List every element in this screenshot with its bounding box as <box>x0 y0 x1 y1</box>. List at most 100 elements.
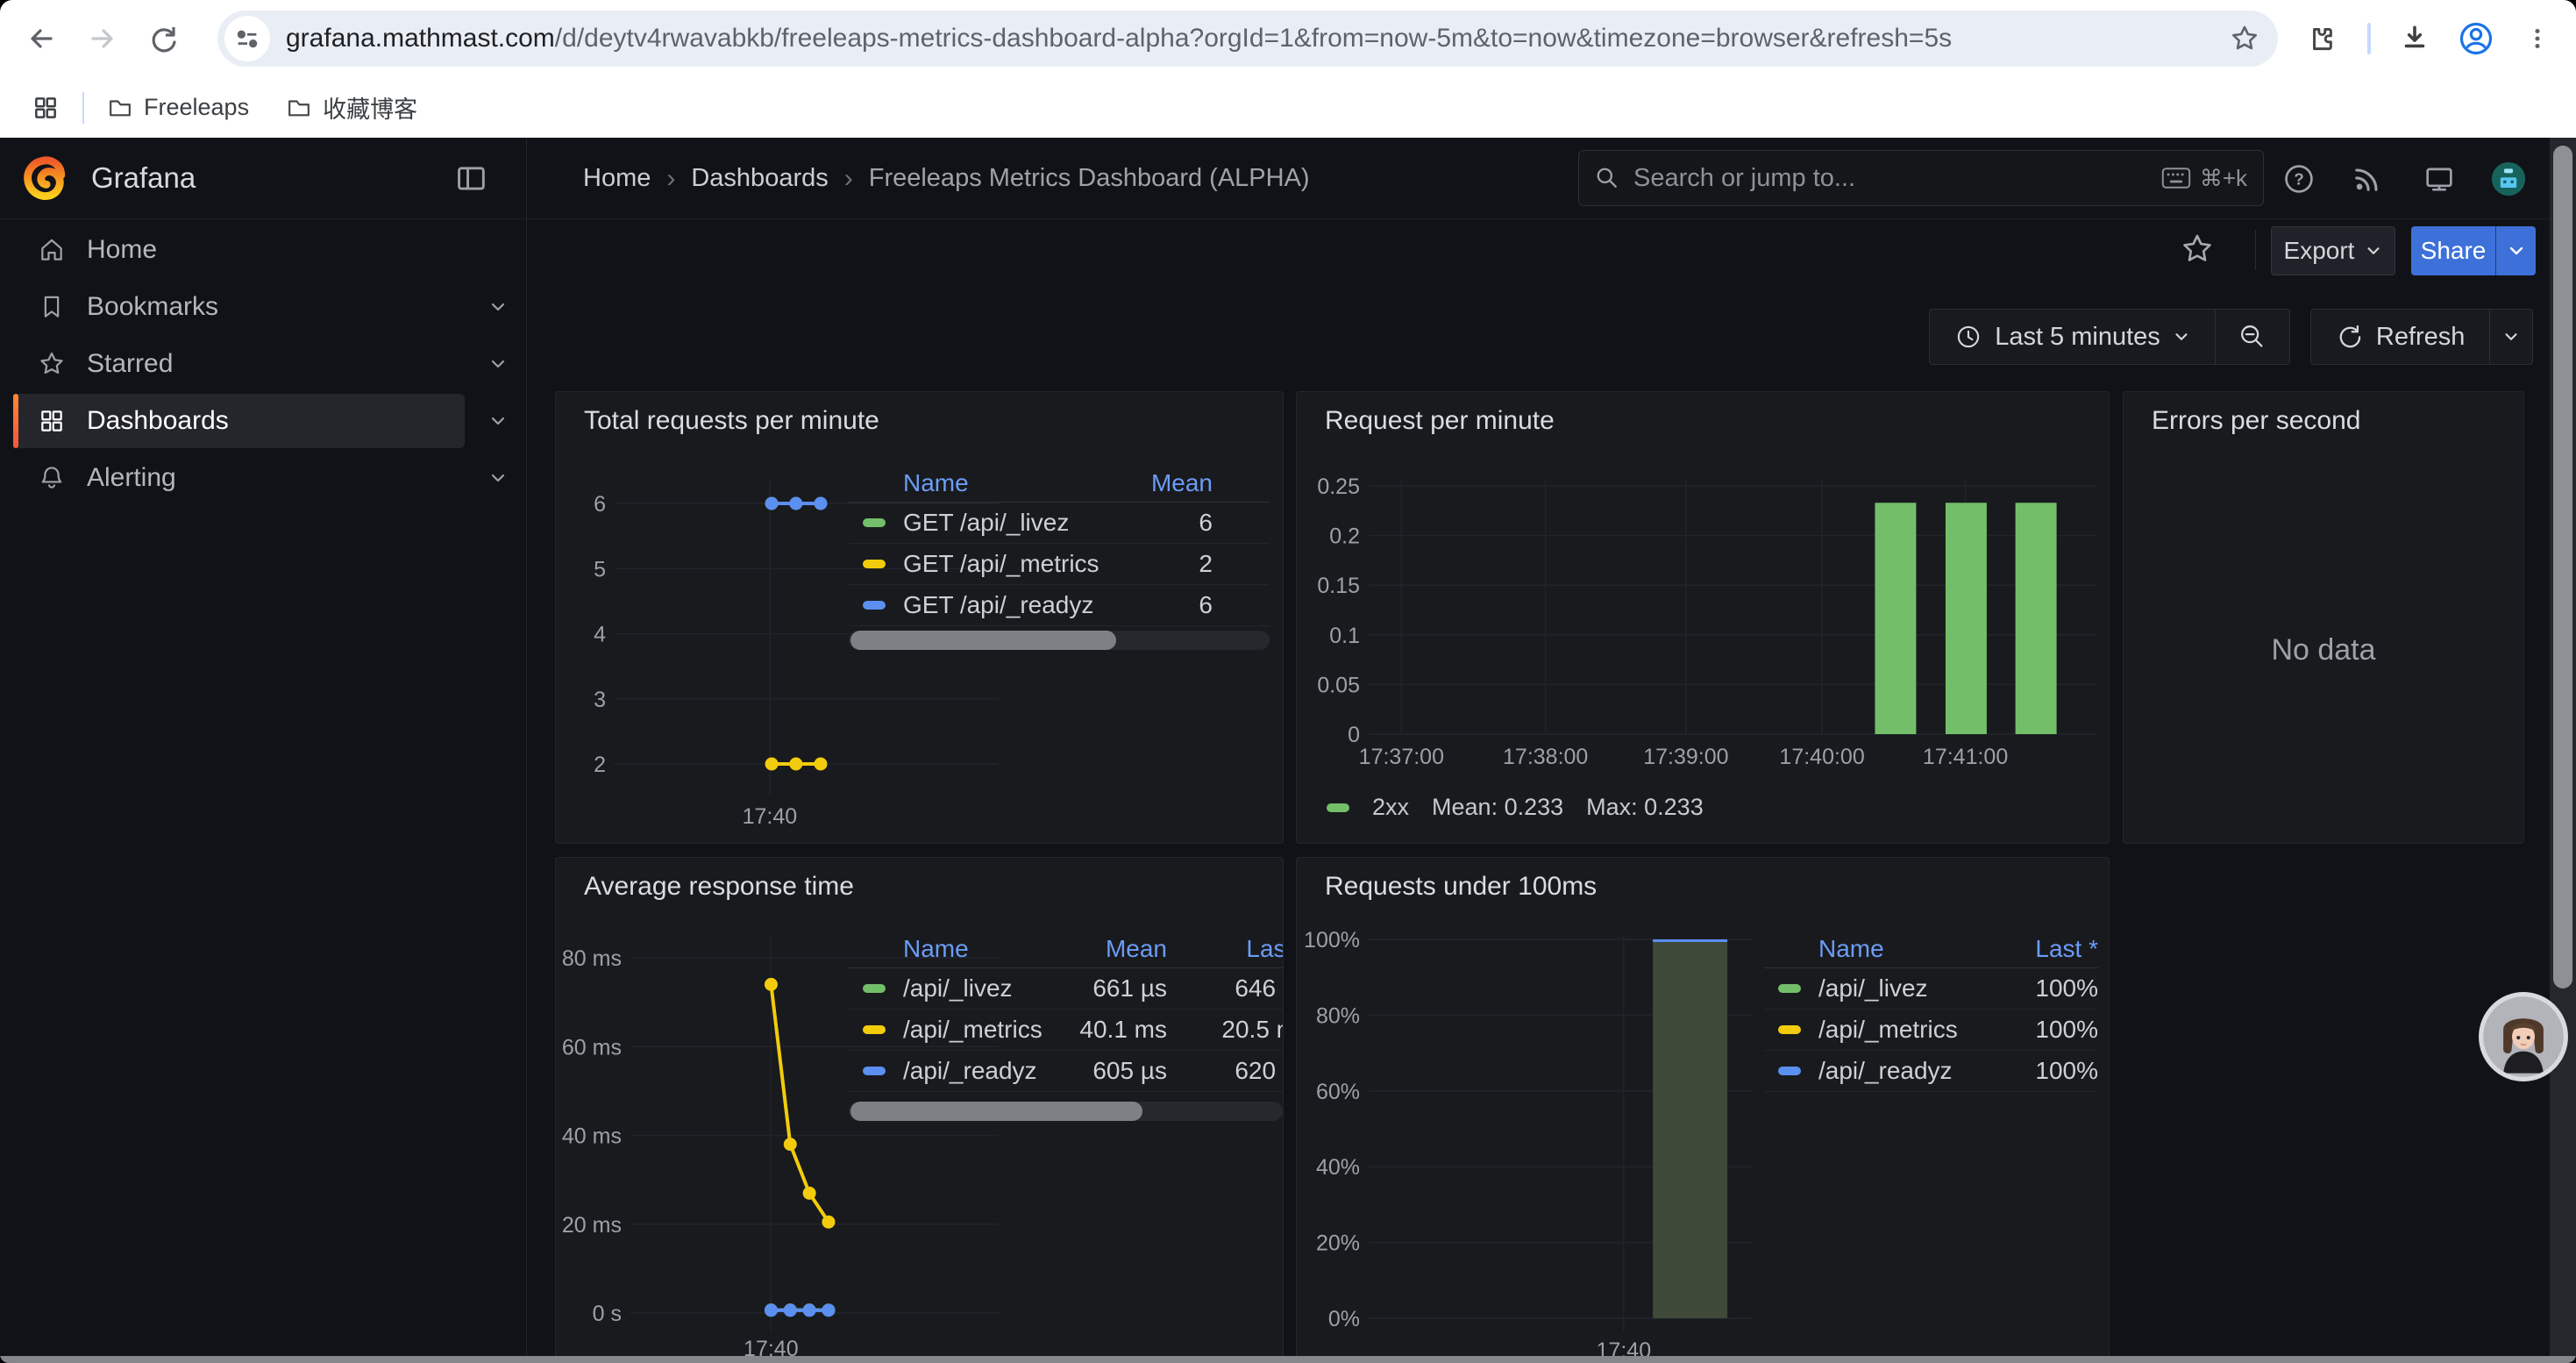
sidebar-item-label: Dashboards <box>87 406 229 436</box>
legend-h-scrollbar[interactable] <box>849 631 1270 650</box>
keyboard-icon <box>2161 167 2191 189</box>
extensions-button[interactable] <box>2295 12 2348 65</box>
panel-title[interactable]: Request per minute <box>1325 406 1555 436</box>
legend-value: 646 µs <box>1167 968 1283 1010</box>
favorite-dashboard-button[interactable] <box>2174 231 2220 268</box>
bookmark-star-icon[interactable] <box>2229 23 2260 54</box>
download-icon <box>2407 27 2423 46</box>
sidebar-expand-alerting[interactable] <box>480 451 516 505</box>
refresh-interval-dropdown[interactable] <box>2489 310 2532 364</box>
sidebar-item-dashboards[interactable]: Dashboards <box>13 394 465 448</box>
sidebar: Grafana Home Bookmarks Starred Dashboards Al… <box>0 138 527 1356</box>
forward-button[interactable] <box>76 12 129 65</box>
svg-text:17:40: 17:40 <box>1597 1338 1652 1356</box>
sidebar-item-label: Bookmarks <box>87 292 218 322</box>
legend-series-name[interactable]: /api/_readyz <box>849 1051 1068 1092</box>
panel-title[interactable]: Errors per second <box>2152 406 2360 436</box>
legend-series-name[interactable]: GET /api/_livez <box>849 503 1123 544</box>
user-avatar[interactable] <box>2486 156 2531 202</box>
breadcrumb-home[interactable]: Home <box>583 164 651 193</box>
series-color-swatch <box>863 560 886 568</box>
legend-column-header[interactable]: Last * <box>1167 931 1283 968</box>
legend-h-scrollbar-thumb[interactable] <box>850 631 1116 650</box>
svg-text:100%: 100% <box>1304 928 1360 953</box>
bookmark-folder[interactable]: Freeleaps <box>95 83 261 132</box>
legend-series-name[interactable]: /api/_metrics <box>849 1010 1068 1051</box>
site-settings-icon[interactable] <box>224 16 270 61</box>
svg-text:17:37:00: 17:37:00 <box>1359 745 1444 769</box>
legend-stat: Max: 0.233 <box>1586 794 1704 821</box>
sidebar-expand-dashboards[interactable] <box>480 394 516 448</box>
svg-text:17:40: 17:40 <box>743 804 798 829</box>
panel-title[interactable]: Average response time <box>584 872 854 902</box>
search-icon <box>1593 164 1621 192</box>
svg-text:80%: 80% <box>1316 1003 1360 1028</box>
legend-series-name[interactable]: /api/_livez <box>849 968 1068 1010</box>
legend-h-scrollbar[interactable] <box>849 1102 1283 1121</box>
bookmark-folder[interactable]: 收藏博客 <box>274 83 430 132</box>
sidebar-item-label: Starred <box>87 349 173 379</box>
legend-column-header[interactable]: Name <box>849 931 1068 968</box>
no-data-message: No data <box>2124 633 2523 667</box>
breadcrumb-separator-icon: › <box>844 164 853 194</box>
scrollbar-thumb[interactable] <box>2553 146 2572 988</box>
bar-chart[interactable]: 0.250.20.150.10.05017:37:0017:38:0017:39… <box>1297 392 2110 845</box>
profile-button[interactable] <box>2450 12 2502 65</box>
panel-title[interactable]: Requests under 100ms <box>1325 872 1597 902</box>
sidebar-expand-starred[interactable] <box>480 337 516 391</box>
legend-column-header[interactable]: Last * <box>1975 931 2098 968</box>
svg-text:17:40:00: 17:40:00 <box>1779 745 1864 769</box>
help-button[interactable]: ? <box>2276 156 2322 202</box>
downloads-button[interactable] <box>2388 12 2441 65</box>
legend-column-header[interactable]: Name <box>849 465 1123 503</box>
legend-series-name[interactable]: /api/_livez <box>1764 968 1975 1010</box>
series-color-swatch <box>1778 1025 1801 1034</box>
brand-name: Grafana <box>91 161 196 195</box>
sidebar-item-starred[interactable]: Starred <box>13 337 465 391</box>
series-color-swatch <box>1778 984 1801 993</box>
sidebar-item-bookmarks[interactable]: Bookmarks <box>13 280 465 334</box>
news-button[interactable] <box>2345 156 2390 202</box>
browser-menu-button[interactable] <box>2511 12 2564 65</box>
grafana-logo <box>21 155 67 201</box>
legend-h-scrollbar-thumb[interactable] <box>850 1102 1142 1121</box>
back-button[interactable] <box>15 12 68 65</box>
refresh-group: Refresh <box>2310 309 2533 365</box>
share-dropdown-button[interactable] <box>2495 226 2536 275</box>
breadcrumb-dashboards[interactable]: Dashboards <box>691 164 828 193</box>
svg-text:17:40: 17:40 <box>744 1337 799 1356</box>
legend-column-header[interactable]: Mean <box>1123 465 1270 503</box>
reload-button[interactable] <box>138 12 190 65</box>
floating-assistant-avatar[interactable] <box>2478 991 2569 1082</box>
refresh-button[interactable]: Refresh <box>2311 310 2489 364</box>
time-range-picker[interactable]: Last 5 minutes <box>1930 310 2215 364</box>
share-button[interactable]: Share <box>2411 226 2495 275</box>
legend-value: 661 µs <box>1068 968 1167 1010</box>
svg-text:17:39:00: 17:39:00 <box>1643 745 1728 769</box>
url-bar[interactable]: grafana.mathmast.com/d/deytv4rwavabkb/fr… <box>217 11 2278 67</box>
svg-text:2: 2 <box>594 753 606 777</box>
star-icon <box>38 350 66 378</box>
legend-series-name[interactable]: 2xx <box>1372 794 1409 821</box>
sidebar-item-home[interactable]: Home <box>13 223 465 277</box>
panel-title[interactable]: Total requests per minute <box>584 406 879 436</box>
search-input[interactable]: Search or jump to... ⌘+k <box>1578 150 2264 206</box>
legend-series-name[interactable]: /api/_metrics <box>1764 1010 1975 1051</box>
sidebar-item-alerting[interactable]: Alerting <box>13 451 465 505</box>
zoom-out-button[interactable] <box>2215 310 2289 364</box>
kiosk-mode-button[interactable] <box>2416 156 2462 202</box>
svg-text:0 s: 0 s <box>593 1302 622 1326</box>
legend-series-name[interactable]: GET /api/_readyz <box>849 585 1123 626</box>
panel-avg-response-time: Average response time80 ms60 ms40 ms20 m… <box>555 857 1284 1356</box>
vertical-scrollbar[interactable] <box>2550 138 2576 1356</box>
bookmarks-bar: Freeleaps 收藏博客 <box>0 77 2576 138</box>
apps-grid-button[interactable] <box>21 83 70 132</box>
legend-column-header[interactable]: Name <box>1764 931 1975 968</box>
legend-column-header[interactable]: Mean <box>1068 931 1167 968</box>
legend-series-name[interactable]: /api/_readyz <box>1764 1051 1975 1092</box>
legend-series-name[interactable]: GET /api/_metrics <box>849 544 1123 585</box>
sidebar-collapse-button[interactable] <box>449 161 495 197</box>
folder-icon <box>107 95 133 121</box>
export-button[interactable]: Export <box>2271 226 2395 275</box>
sidebar-expand-bookmarks[interactable] <box>480 280 516 334</box>
